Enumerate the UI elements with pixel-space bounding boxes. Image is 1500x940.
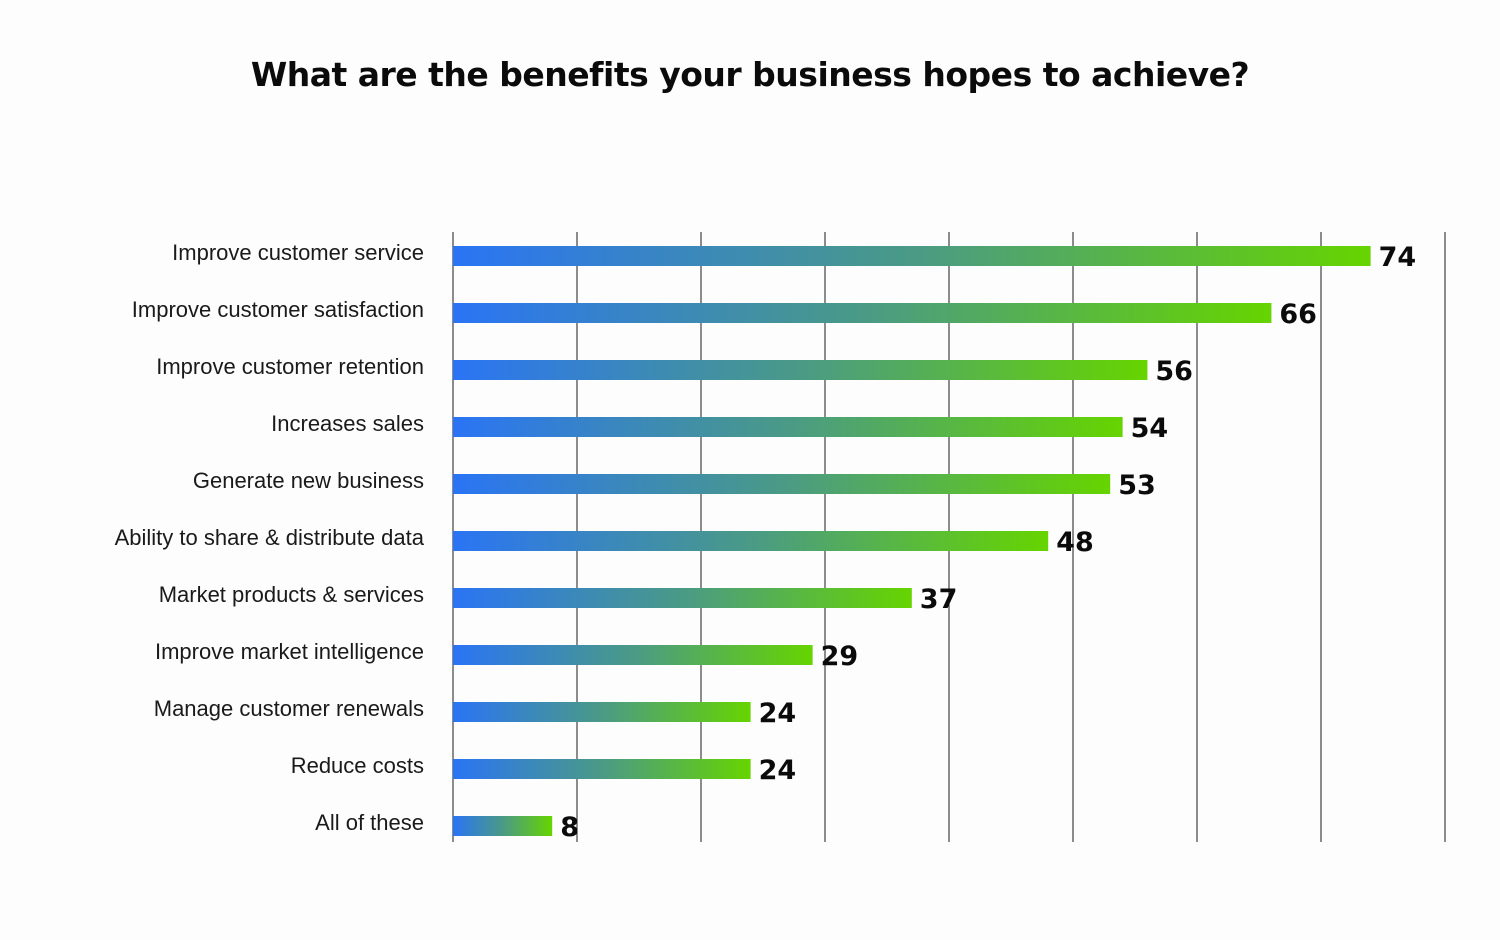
category-label: Improve customer satisfaction [132,297,424,322]
value-label: 24 [759,755,797,786]
value-label: 48 [1056,527,1094,558]
bar [453,588,912,608]
value-label: 74 [1379,242,1417,273]
bar [453,360,1148,380]
category-label: Increases sales [271,411,424,436]
value-label: 37 [920,584,958,615]
value-label: 53 [1118,470,1156,501]
bar [453,759,751,779]
bars [453,246,1371,836]
category-label: Generate new business [193,468,424,493]
value-label: 54 [1131,413,1169,444]
value-label: 24 [759,698,797,729]
category-label: Improve market intelligence [155,639,424,664]
bar [453,474,1111,494]
category-labels: Improve customer service Improve customer… [115,240,425,835]
value-label: 8 [560,812,579,843]
bar [453,246,1371,266]
value-label: 66 [1279,299,1317,330]
bar [453,531,1049,551]
category-label: All of these [315,810,424,835]
category-label: Improve customer retention [156,354,424,379]
value-label: 29 [821,641,859,672]
category-label: Ability to share & distribute data [115,525,425,550]
category-label: Market products & services [159,582,424,607]
bar [453,702,751,722]
category-label: Manage customer renewals [154,696,424,721]
value-label: 56 [1155,356,1193,387]
bar [453,417,1123,437]
bar [453,645,813,665]
bar [453,303,1272,323]
category-label: Reduce costs [291,753,424,778]
value-labels: 74 66 56 54 53 48 37 29 24 24 8 [560,242,1416,843]
chart-title: What are the benefits your business hope… [250,55,1250,94]
bar [453,816,553,836]
category-label: Improve customer service [172,240,424,265]
